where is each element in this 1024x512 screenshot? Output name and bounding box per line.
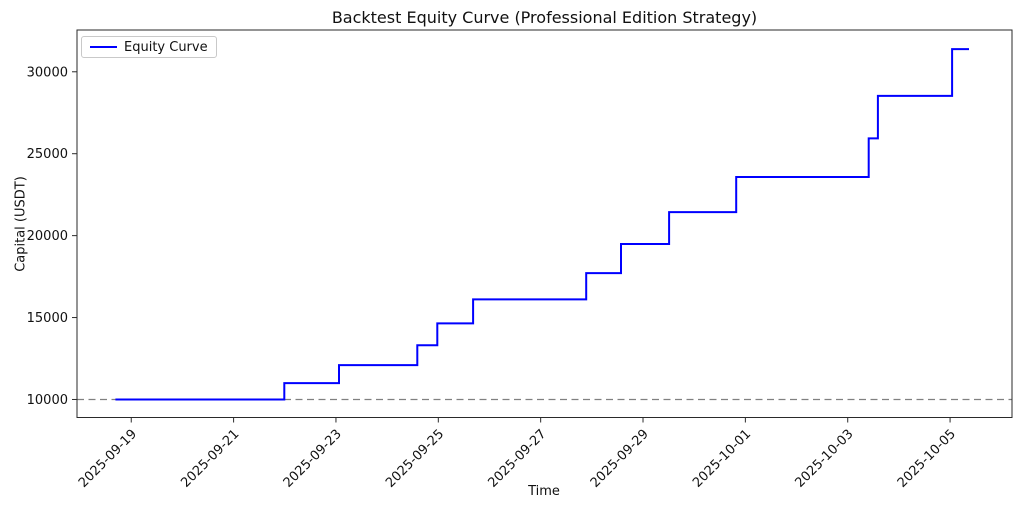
x-tick-label: 2025-09-19 xyxy=(76,427,140,491)
legend: Equity Curve xyxy=(81,36,217,58)
x-tick-label: 2025-10-05 xyxy=(895,427,959,491)
x-tick-label: 2025-09-29 xyxy=(588,427,652,491)
x-tick-label: 2025-09-23 xyxy=(281,427,345,491)
y-tick-label: 10000 xyxy=(27,393,68,408)
equity-curve-line xyxy=(115,48,969,401)
plot-border xyxy=(76,29,1013,418)
x-tick-label: 2025-09-21 xyxy=(178,427,242,491)
legend-line-sample xyxy=(90,46,117,48)
legend-label: Equity Curve xyxy=(124,39,208,55)
chart-title: Backtest Equity Curve (Professional Edit… xyxy=(331,8,758,27)
y-tick-label: 25000 xyxy=(27,147,68,162)
x-tick-label: 2025-09-27 xyxy=(485,427,549,491)
x-tick-label: 2025-10-03 xyxy=(793,427,857,491)
x-tick-label: 2025-10-01 xyxy=(690,427,754,491)
x-tick-label: 2025-09-25 xyxy=(383,427,447,491)
y-tick-label: 30000 xyxy=(27,65,68,80)
y-tick-label: 15000 xyxy=(27,311,68,326)
x-axis-label: Time xyxy=(528,484,560,499)
y-axis-label: Capital (USDT) xyxy=(13,176,29,272)
y-tick-label: 20000 xyxy=(27,229,68,244)
